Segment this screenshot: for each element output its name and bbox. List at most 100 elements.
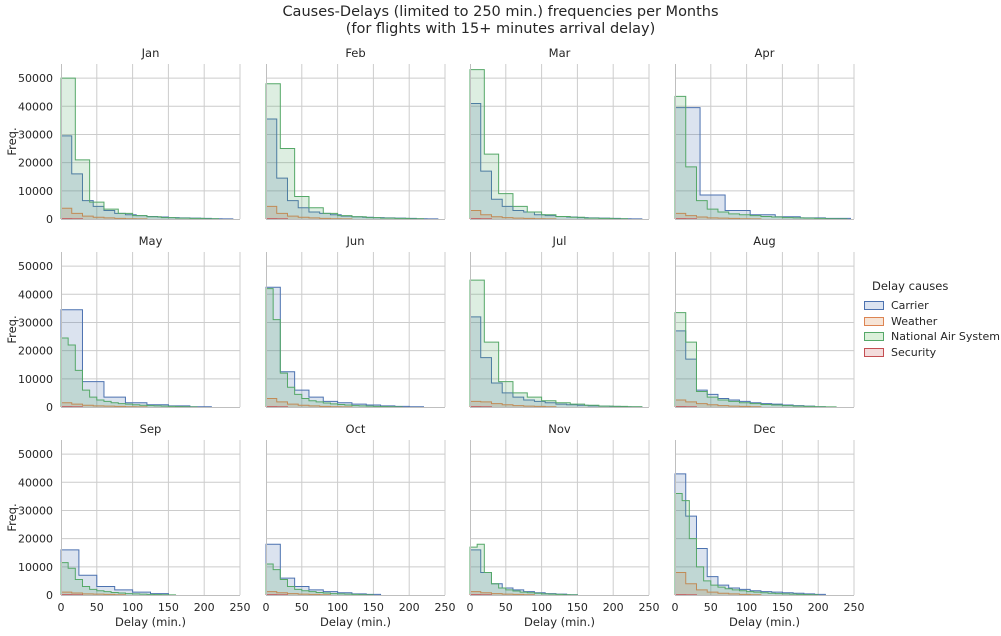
y-axis-label: Freq. bbox=[5, 315, 19, 343]
panel-aug-weather-step bbox=[674, 399, 762, 408]
panel-may-title: May bbox=[139, 234, 163, 248]
panel-jun-carrier-fill bbox=[266, 287, 424, 407]
panel-aug-weather-fill bbox=[675, 399, 761, 407]
chart-title-block: Causes-Delays (limited to 250 min.) freq… bbox=[0, 4, 1001, 38]
panel-aug-national-air-system-fill bbox=[675, 312, 837, 407]
panel-aug-national-air-system-step bbox=[674, 312, 837, 408]
y-tick-label: 10000 bbox=[18, 185, 53, 198]
panel-mar: Mar bbox=[469, 46, 650, 220]
legend: Delay causes Carrier Weather National Ai… bbox=[864, 279, 1000, 360]
panel-feb-national-air-system-step bbox=[265, 83, 425, 220]
panel-nov-national-air-system-fill bbox=[470, 544, 578, 595]
y-tick-label: 30000 bbox=[18, 504, 53, 517]
panel-sep-national-air-system-step bbox=[60, 562, 177, 596]
panel-dec-title: Dec bbox=[753, 422, 775, 436]
panel-nov-national-air-system-step bbox=[469, 543, 578, 596]
panel-jul-national-air-system-step bbox=[469, 279, 643, 408]
panel-mar-weather-step bbox=[469, 210, 557, 220]
panel-apr-national-air-system-step bbox=[674, 95, 848, 220]
panel-oct-weather-step bbox=[265, 591, 331, 596]
y-tick-label: 10000 bbox=[18, 373, 53, 386]
y-axis-label: Freq. bbox=[5, 503, 19, 531]
x-tick-label: 250 bbox=[435, 601, 456, 614]
panel-oct-national-air-system-step bbox=[265, 563, 374, 596]
panel-may-national-air-system-step bbox=[60, 337, 198, 408]
panel-jan: Jan 0 10000 20000 30000 40000 50000 Freq. bbox=[5, 46, 241, 226]
legend-swatch-weather bbox=[864, 316, 884, 326]
panel-apr-weather-step bbox=[674, 212, 762, 220]
panel-may-weather-fill bbox=[61, 402, 147, 407]
panel-oct-weather-fill bbox=[266, 591, 331, 595]
panel-dec: Dec 0 50 100 150 200 250 Delay (min.) bbox=[672, 422, 865, 629]
panel-feb-carrier-fill bbox=[266, 118, 438, 219]
panel-mar-national-air-system-fill bbox=[470, 69, 628, 220]
chart-title: Causes-Delays (limited to 250 min.) freq… bbox=[282, 4, 719, 20]
x-tick-label: 50 bbox=[90, 601, 104, 614]
panel-jun-weather-fill bbox=[266, 398, 352, 407]
panel-dec-weather-step bbox=[674, 571, 762, 596]
legend-swatch-carrier bbox=[864, 301, 884, 311]
y-tick-label: 10000 bbox=[18, 561, 53, 574]
panel-nov: Nov 0 50 100 150 200 250 Delay (min.) bbox=[467, 422, 660, 629]
x-tick-label: 200 bbox=[603, 601, 624, 614]
panel-jul-national-air-system-fill bbox=[470, 280, 642, 407]
panel-apr-carrier-fill bbox=[675, 107, 851, 219]
panel-apr-national-air-system-fill bbox=[675, 96, 847, 219]
panel-sep-weather-step bbox=[60, 591, 126, 596]
y-tick-label: 0 bbox=[46, 589, 53, 602]
y-tick-label: 30000 bbox=[18, 128, 53, 141]
y-tick-label: 20000 bbox=[18, 345, 53, 358]
panel-jan-carrier-fill bbox=[61, 135, 233, 219]
y-tick-label: 0 bbox=[46, 213, 53, 226]
x-tick-label: 150 bbox=[158, 601, 179, 614]
y-axis-label: Freq. bbox=[5, 127, 19, 155]
x-tick-label: 0 bbox=[263, 601, 270, 614]
panel-dec-carrier-fill bbox=[675, 473, 826, 595]
x-tick-label: 0 bbox=[672, 601, 679, 614]
panel-nov-weather-step bbox=[469, 591, 535, 596]
panel-apr-weather-fill bbox=[675, 213, 761, 219]
y-tick-label: 20000 bbox=[18, 157, 53, 170]
panel-oct: Oct 0 50 100 150 200 250 Delay (min.) bbox=[263, 422, 456, 629]
panel-sep-title: Sep bbox=[140, 422, 162, 436]
panel-oct-title: Oct bbox=[346, 422, 366, 436]
panel-apr: Apr bbox=[674, 46, 855, 220]
panel-nov-title: Nov bbox=[548, 422, 571, 436]
panel-jul-title: Jul bbox=[552, 234, 567, 248]
y-tick-label: 50000 bbox=[18, 260, 53, 273]
panel-sep-carrier-fill bbox=[61, 549, 169, 595]
panel-jul: Jul bbox=[469, 234, 650, 408]
legend-swatch-security bbox=[864, 347, 884, 357]
x-axis-label: Delay (min.) bbox=[320, 615, 391, 629]
panel-may-carrier-fill bbox=[61, 309, 212, 407]
y-tick-label: 40000 bbox=[18, 288, 53, 301]
panel-dec-national-air-system-step bbox=[674, 493, 819, 596]
panel-may-national-air-system-fill bbox=[61, 337, 198, 407]
panel-mar-carrier-fill bbox=[470, 103, 642, 219]
panel-jan-national-air-system-fill bbox=[61, 78, 219, 219]
panel-jun: Jun bbox=[265, 234, 446, 408]
y-tick-label: 0 bbox=[46, 401, 53, 414]
panel-jan-weather-step bbox=[60, 207, 148, 220]
panel-feb-national-air-system-fill bbox=[266, 83, 424, 220]
y-tick-label: 40000 bbox=[18, 100, 53, 113]
panel-jul-weather-step bbox=[469, 400, 557, 408]
legend-item-weather: Weather bbox=[864, 314, 1000, 330]
legend-label-security: Security bbox=[891, 345, 937, 359]
y-tick-label: 30000 bbox=[18, 316, 53, 329]
x-tick-label: 250 bbox=[230, 601, 251, 614]
panel-feb-weather-step bbox=[265, 205, 353, 220]
panel-aug-title: Aug bbox=[753, 234, 775, 248]
x-tick-label: 250 bbox=[844, 601, 865, 614]
panel-sep-carrier-step bbox=[60, 549, 169, 595]
y-tick-label: 50000 bbox=[18, 448, 53, 461]
legend-title: Delay causes bbox=[872, 279, 949, 293]
panel-aug: Aug bbox=[674, 234, 855, 408]
x-tick-label: 150 bbox=[567, 601, 588, 614]
legend-label-weather: Weather bbox=[891, 314, 938, 328]
panel-apr-title: Apr bbox=[755, 46, 775, 60]
panel-jul-carrier-fill bbox=[470, 316, 642, 407]
x-tick-label: 200 bbox=[808, 601, 829, 614]
x-axis-label: Delay (min.) bbox=[729, 615, 800, 629]
